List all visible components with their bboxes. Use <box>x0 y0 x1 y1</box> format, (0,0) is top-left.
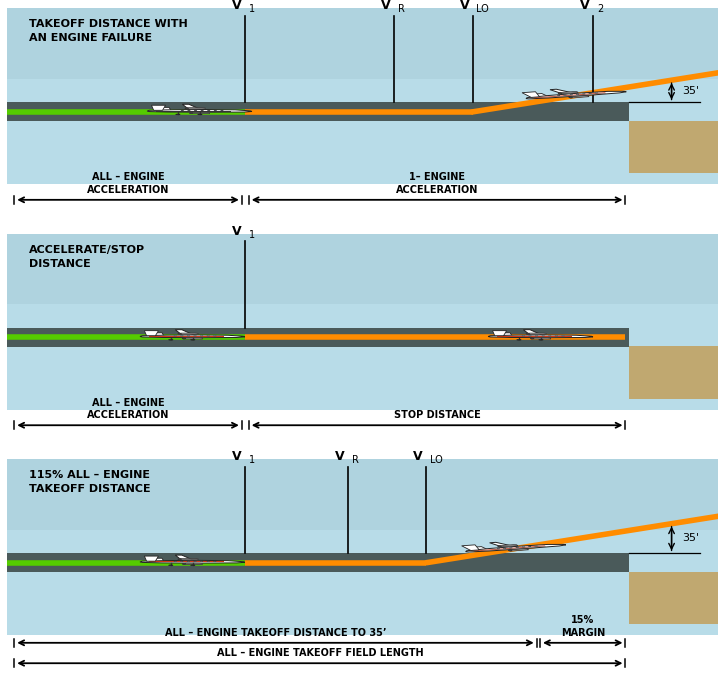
Text: 1– ENGINE
ACCELERATION: 1– ENGINE ACCELERATION <box>396 172 478 195</box>
Ellipse shape <box>189 113 193 114</box>
Ellipse shape <box>526 333 529 334</box>
Polygon shape <box>190 112 210 114</box>
Polygon shape <box>473 545 545 551</box>
Ellipse shape <box>185 108 188 109</box>
Text: V: V <box>232 0 241 12</box>
Polygon shape <box>527 94 549 98</box>
Bar <box>629 346 718 399</box>
Text: ALL – ENGINE TAKEOFF FIELD LENGTH: ALL – ENGINE TAKEOFF FIELD LENGTH <box>217 648 423 658</box>
Polygon shape <box>140 335 245 338</box>
Ellipse shape <box>531 338 534 339</box>
Polygon shape <box>183 338 202 339</box>
Text: 115% ALL – ENGINE
TAKEOFF DISTANCE: 115% ALL – ENGINE TAKEOFF DISTANCE <box>28 470 150 494</box>
Bar <box>7 184 718 225</box>
Polygon shape <box>550 89 581 96</box>
Polygon shape <box>526 91 626 99</box>
Text: V: V <box>335 450 345 463</box>
Ellipse shape <box>182 338 186 339</box>
Bar <box>7 8 718 79</box>
Ellipse shape <box>178 333 181 334</box>
Polygon shape <box>146 333 164 337</box>
Polygon shape <box>531 338 551 339</box>
Polygon shape <box>146 558 164 562</box>
Text: LO: LO <box>430 455 443 465</box>
Polygon shape <box>465 544 566 552</box>
Ellipse shape <box>198 114 202 115</box>
Text: R: R <box>352 455 359 465</box>
Ellipse shape <box>508 550 512 551</box>
Text: LO: LO <box>476 4 489 14</box>
Polygon shape <box>488 335 593 338</box>
Ellipse shape <box>558 93 562 94</box>
Polygon shape <box>175 555 197 562</box>
Text: 1: 1 <box>249 455 255 465</box>
Bar <box>629 572 718 624</box>
Ellipse shape <box>191 339 195 340</box>
Polygon shape <box>492 330 507 336</box>
Text: 35': 35' <box>682 534 700 544</box>
Text: ALL – ENGINE
ACCELERATION: ALL – ENGINE ACCELERATION <box>87 398 169 420</box>
Polygon shape <box>154 107 171 111</box>
Polygon shape <box>183 563 202 564</box>
Polygon shape <box>186 107 205 109</box>
Polygon shape <box>534 93 606 98</box>
Text: 2: 2 <box>597 4 603 14</box>
Polygon shape <box>182 104 204 111</box>
Polygon shape <box>144 330 159 336</box>
Polygon shape <box>147 109 252 112</box>
Bar <box>629 120 718 173</box>
Polygon shape <box>179 333 198 334</box>
Ellipse shape <box>178 559 181 560</box>
Text: TAKEOFF DISTANCE WITH
AN ENGINE FAILURE: TAKEOFF DISTANCE WITH AN ENGINE FAILURE <box>28 19 187 43</box>
Text: ALL – ENGINE TAKEOFF DISTANCE TO 35’: ALL – ENGINE TAKEOFF DISTANCE TO 35’ <box>165 628 386 637</box>
Bar <box>7 635 718 676</box>
Polygon shape <box>527 333 546 334</box>
Text: ALL – ENGINE
ACCELERATION: ALL – ENGINE ACCELERATION <box>87 172 169 195</box>
Polygon shape <box>498 544 518 547</box>
Text: V: V <box>580 0 590 12</box>
Text: 1: 1 <box>249 4 255 14</box>
Text: V: V <box>381 0 391 12</box>
Polygon shape <box>474 546 546 551</box>
Polygon shape <box>509 549 529 551</box>
Text: 1: 1 <box>249 230 255 239</box>
Bar <box>7 553 629 572</box>
Ellipse shape <box>497 546 501 547</box>
Polygon shape <box>534 92 606 98</box>
Polygon shape <box>467 547 489 551</box>
Ellipse shape <box>517 339 521 340</box>
Polygon shape <box>558 92 579 94</box>
Polygon shape <box>140 560 245 563</box>
Ellipse shape <box>539 339 543 340</box>
Ellipse shape <box>169 339 173 340</box>
Text: V: V <box>413 450 423 463</box>
Polygon shape <box>569 96 589 98</box>
Ellipse shape <box>191 565 195 566</box>
Text: V: V <box>460 0 469 12</box>
Text: R: R <box>398 4 405 14</box>
Text: 15%
MARGIN: 15% MARGIN <box>560 616 605 637</box>
Ellipse shape <box>175 114 180 115</box>
Polygon shape <box>175 330 197 337</box>
Polygon shape <box>523 330 545 337</box>
Polygon shape <box>179 559 198 560</box>
Text: V: V <box>232 224 241 237</box>
Polygon shape <box>144 556 159 561</box>
Text: 35': 35' <box>682 86 700 96</box>
Bar <box>7 328 629 347</box>
Bar <box>7 459 718 529</box>
Bar <box>7 234 718 304</box>
Text: STOP DISTANCE: STOP DISTANCE <box>394 410 481 420</box>
Ellipse shape <box>569 97 573 98</box>
Polygon shape <box>522 92 539 97</box>
Text: ACCELERATE/STOP
DISTANCE: ACCELERATE/STOP DISTANCE <box>28 245 145 269</box>
Bar <box>7 410 718 450</box>
Text: V: V <box>232 450 241 463</box>
Polygon shape <box>152 105 165 110</box>
Polygon shape <box>462 545 479 551</box>
Polygon shape <box>494 333 513 337</box>
Polygon shape <box>489 542 520 549</box>
Bar <box>7 103 629 121</box>
Ellipse shape <box>169 565 173 566</box>
